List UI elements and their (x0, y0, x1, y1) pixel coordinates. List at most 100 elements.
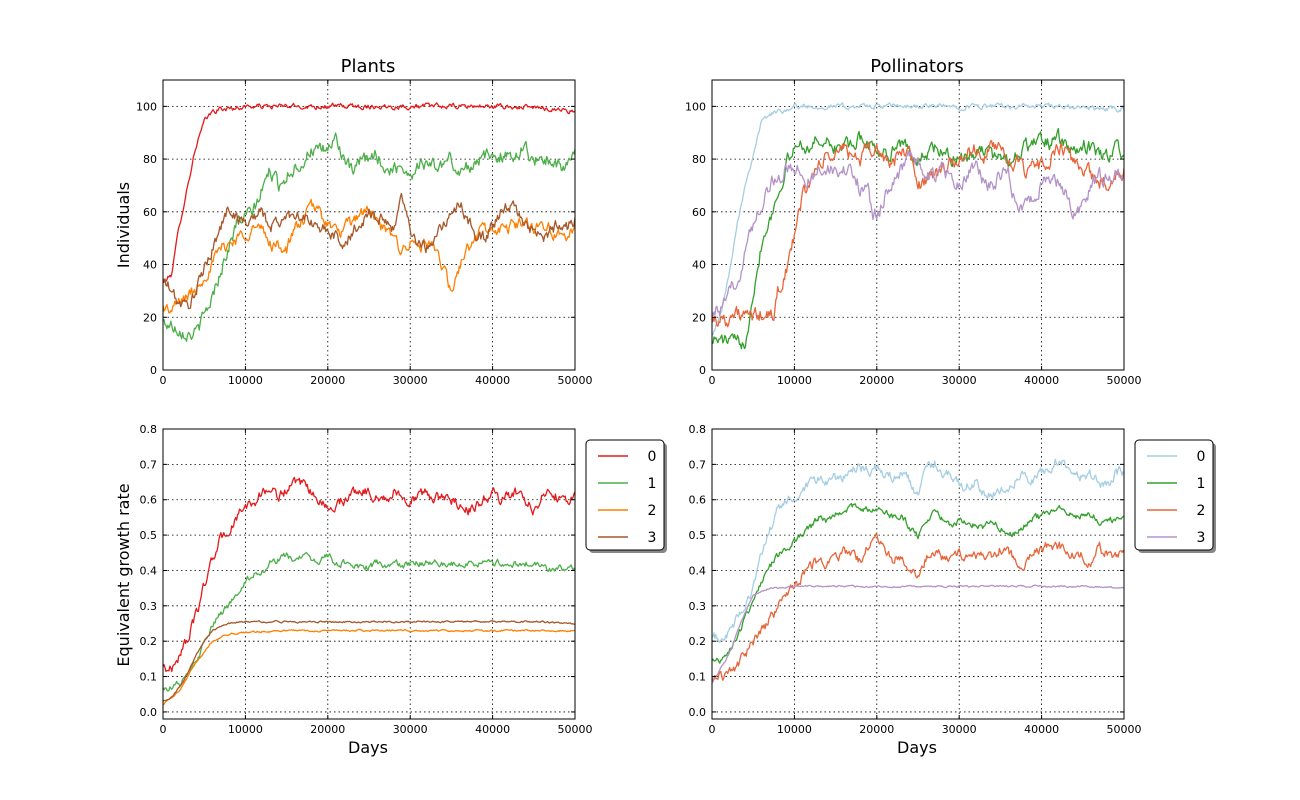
plants-growth-legend-box (585, 439, 665, 551)
pollinators-individuals-series-3-line (712, 150, 1124, 317)
pollinators-individuals-xtick-label-2: 20000 (859, 374, 894, 387)
plants-individuals-xtick-label-4: 40000 (475, 374, 510, 387)
plants-growth-ytick-label-4: 0.4 (140, 564, 158, 577)
plants-legend: 0 1 2 3 (585, 439, 667, 553)
pollinators-individuals-ytick-label-3: 60 (692, 206, 706, 219)
plants-individuals-xtick-label-3: 30000 (393, 374, 428, 387)
plants-growth-ytick-label-3: 0.3 (140, 600, 158, 613)
plants-individuals-ytick-label-5: 100 (136, 100, 157, 113)
plants-individuals-series-1-line (163, 132, 575, 342)
plants-individuals-xtick-label-2: 20000 (310, 374, 345, 387)
pollinators-growth-series-0-line (712, 458, 1124, 644)
pollinators-growth-series-2-line (712, 533, 1124, 682)
pollinators-individuals-xtick-label-4: 40000 (1024, 374, 1059, 387)
plants-individuals-ytick-label-4: 80 (143, 153, 157, 166)
plants-growth-series-2-line (163, 628, 575, 706)
plants-growth-series-3-line (163, 619, 575, 702)
plants-individuals-ytick-label-1: 20 (143, 311, 157, 324)
plants-growth-xtick-label-0: 0 (160, 723, 167, 736)
plants-growth-xtick-label-1: 10000 (228, 723, 263, 736)
plants-individuals-series-2-line (163, 198, 575, 314)
plants-growth-legend-label-2: 2 (648, 503, 657, 519)
plants-growth-ytick-label-2: 0.2 (140, 635, 158, 648)
pollinators-individuals-ytick-label-4: 80 (692, 153, 706, 166)
pollinators-individuals-ytick-label-0: 0 (699, 364, 706, 377)
plants-individuals-xtick-label-0: 0 (160, 374, 167, 387)
pollinators-individuals-xtick-label-0: 0 (709, 374, 716, 387)
plants-growth-xtick-label-5: 50000 (558, 723, 593, 736)
pollinators-individuals-ytick-label-1: 20 (692, 311, 706, 324)
plants-individuals-xtick-label-1: 10000 (228, 374, 263, 387)
plants-individuals-series-0-line (163, 102, 575, 284)
pollinators-growth-xtick-label-4: 40000 (1024, 723, 1059, 736)
pollinators-growth-xtick-label-5: 50000 (1107, 723, 1142, 736)
pollinators-growth-ytick-label-0: 0.0 (689, 706, 707, 719)
pollinators-title: Pollinators (870, 56, 964, 77)
pollinators-growth-ytick-label-7: 0.7 (689, 458, 707, 471)
plants-growth-xtick-label-3: 30000 (393, 723, 428, 736)
pollinators-individuals-xtick-label-1: 10000 (777, 374, 812, 387)
plants-growth-series-1-line (163, 551, 575, 692)
pollinators-growth-ytick-label-2: 0.2 (689, 635, 707, 648)
pollinators-individuals-ytick-label-2: 40 (692, 259, 706, 272)
pollinators-growth-legend-label-3: 3 (1197, 530, 1206, 546)
pollinators-individuals-panel: 0 10000 20000 30000 40000 50000 0 20 40 60 80 100 (685, 79, 1142, 387)
pollinators-growth-ytick-label-3: 0.3 (689, 600, 707, 613)
pollinators-growth-series-1-line (712, 502, 1124, 664)
pollinators-growth-xtick-label-3: 30000 (942, 723, 977, 736)
pollinators-individuals-series-0-line (712, 102, 1124, 336)
plants-growth-ytick-label-6: 0.6 (140, 494, 158, 507)
pollinators-individuals-axes-frame (711, 79, 1125, 371)
plants-growth-legend-label-0: 0 (648, 449, 657, 465)
pollinators-growth-legend-label-0: 0 (1197, 449, 1206, 465)
pollinators-growth-xtick-label-0: 0 (709, 723, 716, 736)
pollinators-growth-xtick-label-1: 10000 (777, 723, 812, 736)
pollinators-growth-legend-label-2: 2 (1197, 503, 1206, 519)
pollinators-growth-ytick-label-8: 0.8 (689, 423, 707, 436)
plants-individuals-panel: 0 10000 20000 30000 40000 50000 0 20 40 60 80 100 (136, 79, 593, 387)
pollinators-growth-ytick-label-5: 0.5 (689, 529, 707, 542)
plants-individuals-ytick-label-3: 60 (143, 206, 157, 219)
pollinators-growth-legend-box (1134, 439, 1214, 551)
plants-growth-legend-label-3: 3 (648, 530, 657, 546)
pollinators-growth-panel: 0 10000 20000 30000 40000 50000 0.0 0.1 0.2 0.3 0.… (689, 423, 1142, 736)
pollinators-individuals-xtick-label-5: 50000 (1107, 374, 1142, 387)
plants-individuals-series-group (163, 102, 575, 342)
pollinators-individuals-series-group (712, 102, 1124, 350)
plants-growth-ytick-label-0: 0.0 (140, 706, 158, 719)
pollinators-growth-legend-label-1: 1 (1197, 476, 1206, 492)
pollinators-growth-ytick-label-6: 0.6 (689, 494, 707, 507)
pollinators-growth-series-3-line (712, 584, 1124, 684)
pollinators-growth-ytick-label-1: 0.1 (689, 671, 707, 684)
plants-growth-ylabel: Equivalent growth rate (114, 483, 133, 666)
plants-growth-xtick-label-2: 20000 (310, 723, 345, 736)
plants-individuals-xtick-label-5: 50000 (558, 374, 593, 387)
plants-title: Plants (341, 56, 396, 77)
plants-growth-panel: 0 10000 20000 30000 40000 50000 0.0 0.1 0.2 0.3 0.… (140, 423, 593, 736)
pollinators-growth-series-group (712, 458, 1124, 684)
pollinators-individuals-ytick-label-5: 100 (685, 100, 706, 113)
plants-growth-axes-frame (162, 428, 576, 720)
plants-individuals-ylabel: Individuals (114, 182, 133, 268)
pollinators-growth-xlabel: Days (897, 738, 937, 757)
plants-individuals-axes-frame (162, 79, 576, 371)
pollinators-growth-axes-frame (711, 428, 1125, 720)
plants-growth-series-group (163, 476, 575, 706)
plants-growth-ytick-label-1: 0.1 (140, 671, 158, 684)
plants-individuals-ytick-label-2: 40 (143, 259, 157, 272)
plants-growth-series-0-line (163, 476, 575, 673)
pollinators-growth-xtick-label-2: 20000 (859, 723, 894, 736)
plants-individuals-ytick-label-0: 0 (150, 364, 157, 377)
plants-growth-ytick-label-5: 0.5 (140, 529, 158, 542)
pollinators-legend: 0 1 2 3 (1134, 439, 1216, 553)
pollinators-growth-ytick-label-4: 0.4 (689, 564, 707, 577)
plants-growth-ytick-label-8: 0.8 (140, 423, 158, 436)
plants-growth-ytick-label-7: 0.7 (140, 458, 158, 471)
plants-growth-xlabel: Days (348, 738, 388, 757)
pollinators-individuals-series-2-line (712, 140, 1124, 328)
plants-individuals-series-3-line (163, 192, 575, 310)
pollinators-individuals-xtick-label-3: 30000 (942, 374, 977, 387)
plants-growth-xtick-label-4: 40000 (475, 723, 510, 736)
